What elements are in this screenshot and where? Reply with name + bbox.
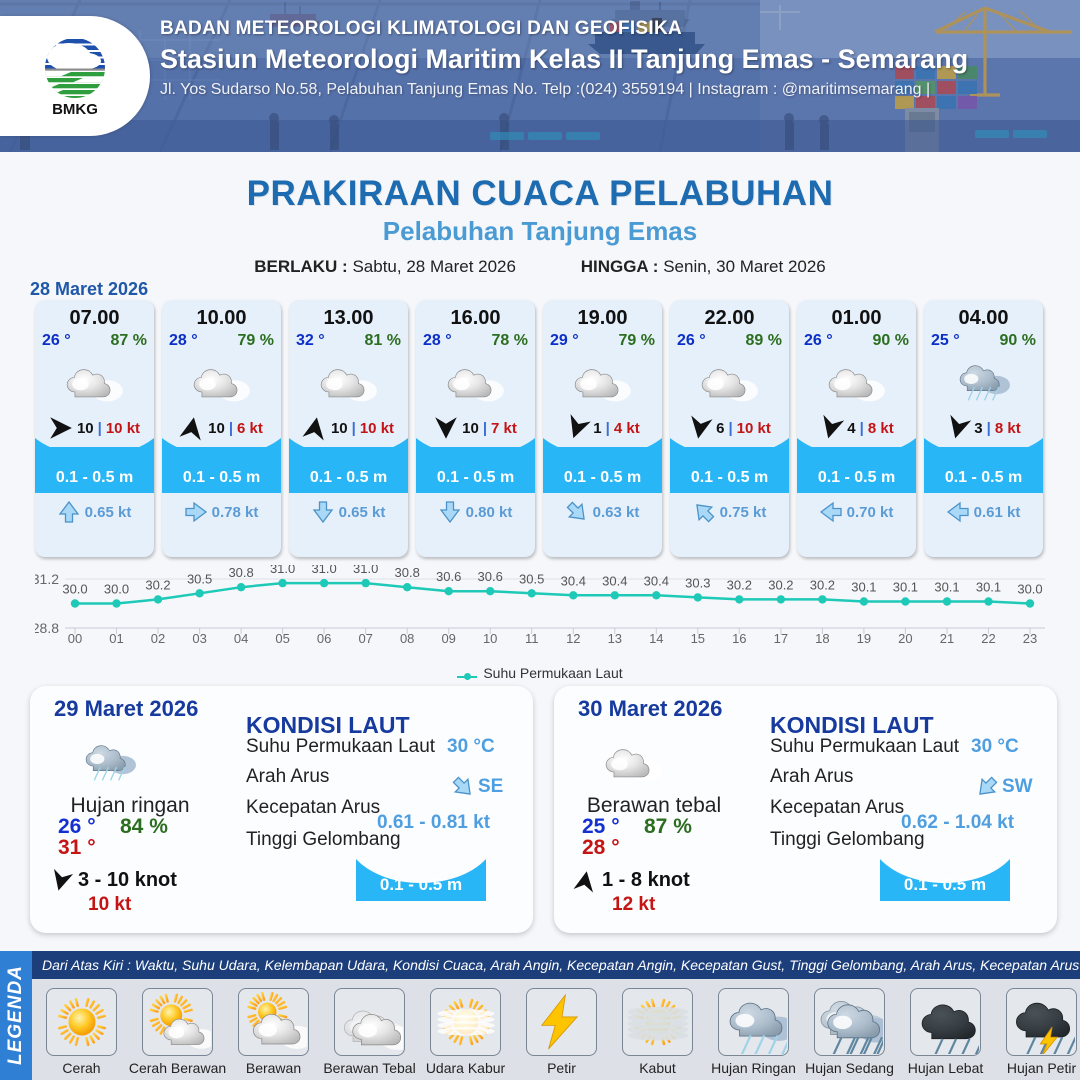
svg-text:09: 09 — [441, 631, 455, 646]
svg-text:30.1: 30.1 — [851, 580, 876, 595]
svg-text:30.8: 30.8 — [395, 565, 420, 580]
svg-text:05: 05 — [275, 631, 289, 646]
svg-text:30.2: 30.2 — [145, 577, 170, 592]
svg-text:30.8: 30.8 — [228, 565, 253, 580]
svg-text:20: 20 — [898, 631, 912, 646]
svg-text:30.4: 30.4 — [602, 573, 627, 588]
svg-text:30.0: 30.0 — [1017, 582, 1042, 597]
svg-text:16: 16 — [732, 631, 746, 646]
svg-text:31.0: 31.0 — [353, 565, 378, 576]
svg-text:30.2: 30.2 — [727, 577, 752, 592]
svg-text:15: 15 — [691, 631, 705, 646]
svg-text:12: 12 — [566, 631, 580, 646]
svg-text:BMKG: BMKG — [52, 101, 98, 118]
svg-text:30.0: 30.0 — [104, 582, 129, 597]
svg-text:30.4: 30.4 — [561, 573, 586, 588]
svg-text:30.3: 30.3 — [685, 575, 710, 590]
svg-text:01: 01 — [109, 631, 123, 646]
svg-text:08: 08 — [400, 631, 414, 646]
svg-text:30.5: 30.5 — [187, 571, 212, 586]
svg-text:07: 07 — [358, 631, 372, 646]
svg-text:02: 02 — [151, 631, 165, 646]
svg-text:04: 04 — [234, 631, 248, 646]
svg-text:30.2: 30.2 — [810, 577, 835, 592]
svg-text:17: 17 — [774, 631, 788, 646]
svg-text:14: 14 — [649, 631, 663, 646]
svg-text:03: 03 — [192, 631, 206, 646]
svg-text:30.0: 30.0 — [62, 582, 87, 597]
svg-text:30.6: 30.6 — [478, 569, 503, 584]
svg-text:10: 10 — [483, 631, 497, 646]
svg-text:11: 11 — [525, 631, 539, 646]
svg-text:28.8: 28.8 — [35, 620, 59, 636]
svg-text:30.1: 30.1 — [934, 580, 959, 595]
svg-text:30.1: 30.1 — [976, 580, 1001, 595]
svg-text:00: 00 — [68, 631, 82, 646]
svg-text:30.1: 30.1 — [893, 580, 918, 595]
svg-text:30.4: 30.4 — [644, 573, 669, 588]
svg-text:19: 19 — [857, 631, 871, 646]
svg-text:31.0: 31.0 — [270, 565, 295, 576]
svg-text:18: 18 — [815, 631, 829, 646]
svg-text:31.2: 31.2 — [35, 571, 59, 587]
svg-text:21: 21 — [940, 631, 954, 646]
svg-text:31.0: 31.0 — [311, 565, 336, 576]
svg-text:22: 22 — [981, 631, 995, 646]
svg-text:13: 13 — [608, 631, 622, 646]
svg-text:30.5: 30.5 — [519, 571, 544, 586]
svg-text:23: 23 — [1023, 631, 1037, 646]
svg-text:30.6: 30.6 — [436, 569, 461, 584]
svg-text:30.2: 30.2 — [768, 577, 793, 592]
svg-text:06: 06 — [317, 631, 331, 646]
